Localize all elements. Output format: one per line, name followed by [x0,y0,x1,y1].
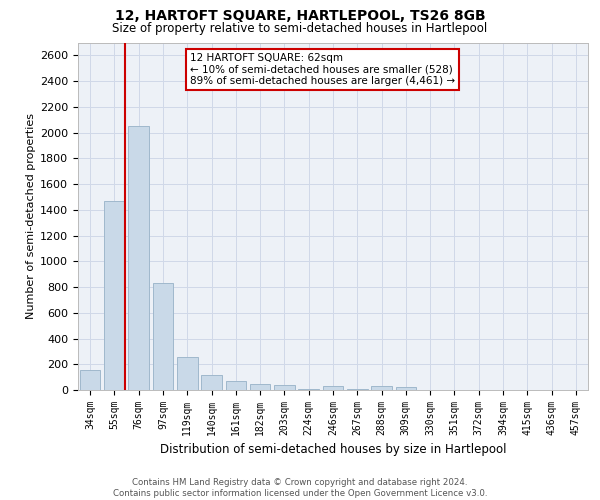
Text: Size of property relative to semi-detached houses in Hartlepool: Size of property relative to semi-detach… [112,22,488,35]
Bar [80,370,100,390]
Bar [250,384,271,390]
Y-axis label: Number of semi-detached properties: Number of semi-detached properties [26,114,36,320]
Bar [395,388,416,390]
Text: Contains HM Land Registry data © Crown copyright and database right 2024.
Contai: Contains HM Land Registry data © Crown c… [113,478,487,498]
Bar [323,386,343,390]
X-axis label: Distribution of semi-detached houses by size in Hartlepool: Distribution of semi-detached houses by … [160,444,506,456]
Bar [371,386,392,390]
Bar [274,386,295,390]
Bar [201,375,222,390]
Bar [128,126,149,390]
Text: 12 HARTOFT SQUARE: 62sqm
← 10% of semi-detached houses are smaller (528)
89% of : 12 HARTOFT SQUARE: 62sqm ← 10% of semi-d… [190,53,455,86]
Text: 12, HARTOFT SQUARE, HARTLEPOOL, TS26 8GB: 12, HARTOFT SQUARE, HARTLEPOOL, TS26 8GB [115,9,485,23]
Bar [104,201,125,390]
Bar [226,381,246,390]
Bar [177,357,197,390]
Bar [152,282,173,390]
